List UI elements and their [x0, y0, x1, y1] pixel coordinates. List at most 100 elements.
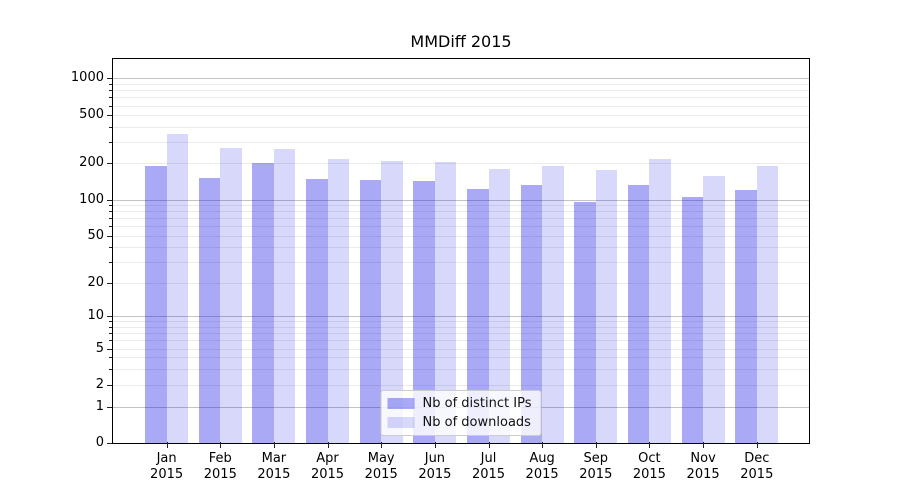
x-tick	[703, 442, 705, 448]
y-tick-label: 2	[95, 377, 104, 392]
y-tick	[109, 205, 112, 206]
gridline-minor	[113, 321, 809, 323]
y-tick	[109, 90, 112, 92]
bar-downloads-may	[381, 160, 403, 443]
bar-distinct-ips-dec	[735, 189, 757, 443]
bar-distinct-ips-oct	[627, 185, 650, 443]
bar-distinct-ips-jun	[413, 181, 435, 443]
x-tick	[488, 442, 490, 448]
y-tick	[109, 226, 112, 228]
y-tick	[107, 163, 112, 165]
y-tick	[107, 348, 112, 350]
bar-distinct-ips-nov	[681, 196, 704, 443]
gridline-minor	[113, 262, 809, 263]
legend: Nb of distinct IPs Nb of downloads	[380, 390, 542, 436]
gridline-minor	[113, 340, 809, 342]
y-tick	[109, 105, 112, 107]
gridline-major	[113, 78, 809, 80]
plot-area: Nb of distinct IPs Nb of downloads	[107, 58, 810, 448]
gridline-minor	[113, 163, 809, 165]
bar-downloads-oct	[649, 159, 671, 443]
y-tick	[109, 211, 112, 213]
gridline-minor	[113, 142, 809, 143]
bar-downloads-jun	[434, 162, 457, 443]
y-tick-label: 10	[87, 308, 104, 324]
y-tick-label: 50	[87, 227, 104, 243]
y-tick	[109, 368, 112, 370]
y-tick	[107, 282, 112, 284]
x-tick-label: Aug 2015	[525, 451, 559, 482]
gridline-minor	[113, 235, 809, 237]
gridline-minor	[113, 97, 809, 99]
y-tick	[109, 357, 112, 359]
y-tick-label: 0	[95, 435, 104, 450]
x-tick-label: Dec 2015	[740, 451, 774, 482]
gridline-minor	[113, 348, 809, 350]
gridline-minor	[113, 282, 809, 284]
y-tick	[109, 262, 112, 263]
legend-label: Nb of distinct IPs	[422, 396, 532, 411]
x-tick	[381, 442, 383, 448]
x-tick-label: Feb 2015	[203, 451, 237, 482]
x-tick	[166, 442, 168, 448]
y-tick	[109, 97, 112, 99]
gridline-minor	[113, 105, 809, 107]
bar-downloads-apr	[327, 159, 349, 443]
x-tick	[595, 442, 597, 448]
gridline-minor	[113, 205, 809, 206]
bar-downloads-sep	[595, 170, 618, 443]
y-tick	[109, 332, 112, 334]
y-tick	[107, 78, 112, 80]
bar-downloads-jan	[166, 134, 189, 443]
gridline-minor	[113, 368, 809, 370]
y-tick-label: 5	[95, 340, 104, 356]
x-tick-label: Jan 2015	[150, 451, 184, 482]
y-tick	[107, 406, 112, 408]
bar-distinct-ips-sep	[574, 202, 596, 443]
x-tick-label: Mar 2015	[257, 451, 291, 482]
gridline-minor	[113, 326, 809, 328]
x-tick-label: Oct 2015	[632, 451, 666, 482]
x-tick	[542, 442, 544, 448]
bar-distinct-ips-may	[359, 180, 382, 443]
bar-downloads-jul	[488, 168, 510, 443]
y-tick	[109, 321, 112, 323]
x-tick-label: Jul 2015	[471, 451, 506, 482]
gridline-minor	[113, 218, 809, 220]
x-tick	[434, 442, 436, 448]
x-tick	[327, 442, 329, 448]
y-tick	[107, 316, 112, 318]
x-tick-label: May 2015	[364, 451, 398, 482]
bar-distinct-ips-jan	[145, 166, 167, 443]
bar-downloads-feb	[220, 148, 242, 443]
y-tick	[107, 115, 112, 117]
y-tick	[109, 247, 112, 249]
gridline-minor	[113, 211, 809, 213]
y-tick-label: 100	[79, 191, 104, 207]
y-tick	[107, 199, 112, 201]
gridline-minor	[113, 226, 809, 228]
gridline-minor	[113, 90, 809, 92]
y-tick	[109, 218, 112, 220]
legend-swatch-downloads	[387, 417, 415, 428]
y-tick-label: 1	[95, 398, 104, 414]
y-tick	[109, 340, 112, 342]
bar-distinct-ips-apr	[306, 179, 328, 443]
bar-distinct-ips-feb	[198, 178, 221, 443]
bar-downloads-mar	[273, 149, 296, 443]
bar-downloads-dec	[756, 166, 779, 443]
y-tick	[109, 127, 112, 128]
y-tick-label: 200	[79, 155, 104, 171]
y-tick-label: 20	[87, 274, 104, 290]
x-tick-label: Apr 2015	[310, 451, 345, 482]
legend-swatch-distinct-ips	[387, 398, 415, 409]
x-tick-label: Nov 2015	[686, 451, 720, 482]
bar-downloads-nov	[703, 175, 725, 443]
x-tick-label: Sep 2015	[579, 451, 613, 482]
gridline-minor	[113, 385, 809, 386]
gridline-minor	[113, 247, 809, 249]
x-tick	[273, 442, 275, 448]
y-tick-label: 1000	[70, 70, 104, 86]
y-tick	[109, 142, 112, 143]
bar-downloads-aug	[542, 166, 564, 443]
